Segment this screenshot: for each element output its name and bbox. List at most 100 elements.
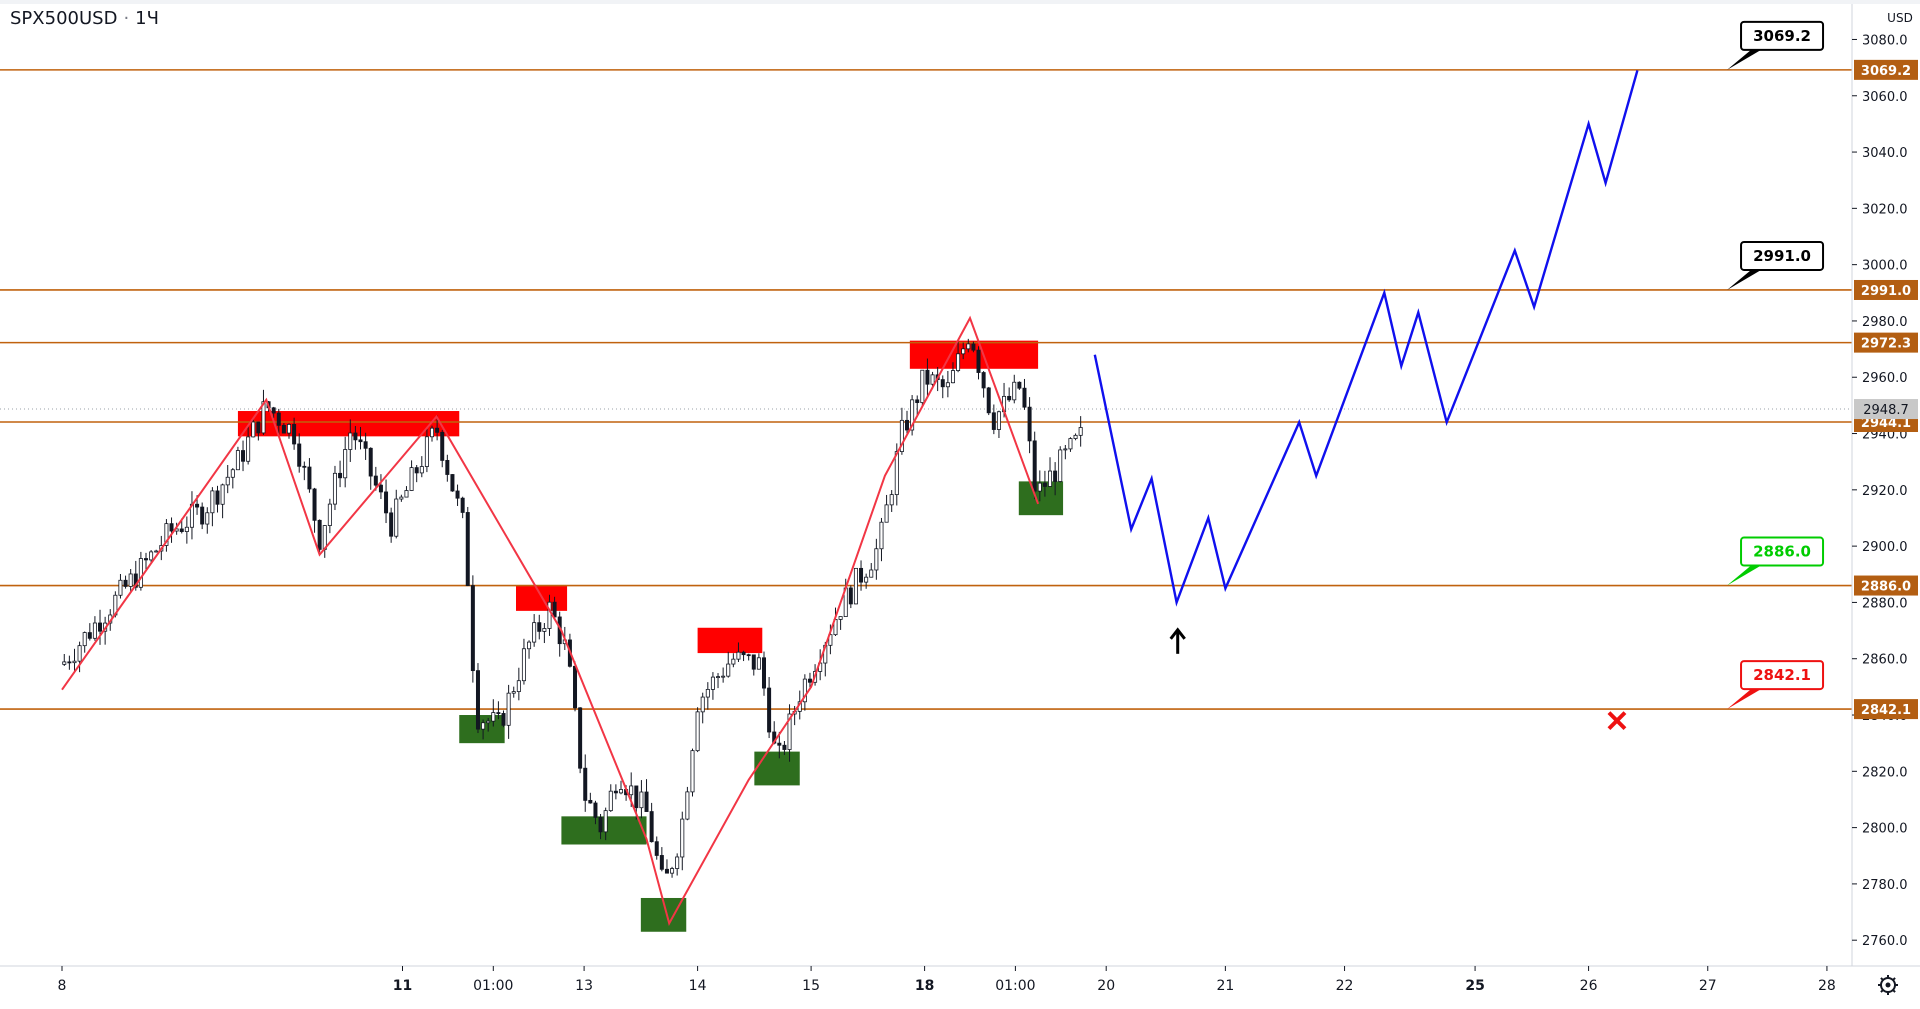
- candle-body: [618, 789, 623, 794]
- candle-body: [1078, 427, 1083, 436]
- candle-body: [363, 441, 368, 449]
- candle-body: [297, 443, 302, 467]
- candle-body: [82, 632, 87, 647]
- candle-body: [373, 475, 378, 486]
- time-tick-label: 28: [1818, 978, 1836, 994]
- price-tick-label: 2820.0: [1862, 765, 1908, 780]
- candle-body: [787, 713, 792, 750]
- candle-body: [838, 616, 843, 620]
- candle-body: [511, 691, 516, 694]
- candle-body: [62, 661, 67, 665]
- symbol-name: SPX500USD: [10, 8, 118, 29]
- candle-body: [1022, 387, 1027, 408]
- candle-body: [241, 450, 246, 462]
- candle-body: [874, 548, 879, 571]
- price-tick-label: 3080.0: [1862, 33, 1908, 48]
- candle-body: [353, 432, 358, 441]
- candle-body: [271, 407, 276, 414]
- candle-body: [123, 579, 128, 587]
- demand-zone: [754, 751, 800, 786]
- candle-body: [578, 707, 583, 769]
- candle-body: [138, 558, 143, 588]
- candle-body: [945, 382, 950, 388]
- gear-tooth: [1892, 989, 1896, 993]
- time-tick-label: 8: [58, 978, 67, 994]
- gear-icon[interactable]: [1878, 975, 1898, 995]
- time-tick-label: 22: [1336, 978, 1354, 994]
- candle-body: [210, 490, 215, 514]
- level-price-tag-label: 2842.1: [1861, 703, 1911, 718]
- level-price-tag-label: 2886.0: [1861, 580, 1911, 595]
- price-tick-label: 2960.0: [1862, 371, 1908, 386]
- gear-tooth: [1880, 977, 1884, 981]
- candle-body: [603, 810, 608, 833]
- price-tick-label: 3020.0: [1862, 202, 1908, 217]
- candle-body: [639, 791, 644, 809]
- candle-body: [516, 680, 521, 692]
- candle-body: [465, 512, 470, 586]
- candle-body: [761, 657, 766, 689]
- price-callout: 3069.2: [1727, 20, 1825, 70]
- candle-body: [419, 466, 424, 474]
- candle-body: [542, 628, 547, 632]
- callout-label: 2991.0: [1753, 247, 1811, 265]
- candle-body: [981, 372, 986, 389]
- candle-body: [940, 379, 945, 388]
- candle-body: [1032, 440, 1037, 492]
- candle-body: [281, 424, 286, 434]
- candle-body: [358, 439, 363, 443]
- candle-body: [205, 512, 210, 525]
- candle-body: [705, 688, 710, 698]
- candle-body: [246, 436, 251, 462]
- candle-body: [726, 663, 731, 677]
- candle-body: [389, 512, 394, 537]
- candle-body: [1058, 449, 1063, 482]
- candle-body: [879, 521, 884, 550]
- time-tick-label: 01:00: [473, 978, 513, 994]
- candle-body: [1068, 438, 1073, 450]
- candle-body: [414, 467, 419, 474]
- arrow-head: [1169, 627, 1186, 640]
- time-tick-label: 25: [1465, 978, 1484, 994]
- callout-pointer: [1727, 689, 1762, 710]
- candle-body: [261, 401, 266, 434]
- candle-body: [961, 348, 966, 355]
- price-tick-label: 2980.0: [1862, 315, 1908, 330]
- candle-body: [87, 632, 92, 639]
- candle-body: [128, 573, 133, 587]
- candle-body: [930, 374, 935, 385]
- title-separator: ·: [123, 8, 130, 29]
- candle-body: [532, 622, 537, 643]
- candle-body: [613, 790, 618, 794]
- current-price-tag: [1854, 399, 1918, 420]
- price-tick-label: 3040.0: [1862, 146, 1908, 161]
- candle-body: [154, 550, 159, 553]
- candle-body: [481, 722, 486, 730]
- candle-body: [664, 868, 669, 874]
- candle-body: [573, 665, 578, 709]
- callout-pointer: [1727, 269, 1762, 290]
- time-tick-label: 11: [393, 978, 412, 994]
- candle-body: [736, 651, 741, 660]
- time-tick-label: 14: [689, 978, 707, 994]
- price-tick-label: 2900.0: [1862, 540, 1908, 555]
- price-callout: 2991.0: [1727, 240, 1825, 290]
- candle-body: [920, 369, 925, 403]
- time-tick-label: 18: [915, 978, 934, 994]
- candle-body: [276, 412, 281, 426]
- candle-body: [384, 491, 389, 514]
- callout-box: [1740, 536, 1825, 567]
- candle-body: [118, 579, 123, 596]
- candle-body: [307, 466, 312, 490]
- candle-body: [496, 712, 501, 714]
- zigzag-line: [61, 315, 1040, 926]
- candle-body: [889, 494, 894, 506]
- candle-body: [782, 744, 787, 750]
- candle-body: [435, 427, 440, 433]
- candle-body: [869, 569, 874, 578]
- price-axis[interactable]: USD2760.02780.02800.02820.02840.02860.02…: [1851, 0, 1918, 966]
- candle-body: [521, 648, 526, 682]
